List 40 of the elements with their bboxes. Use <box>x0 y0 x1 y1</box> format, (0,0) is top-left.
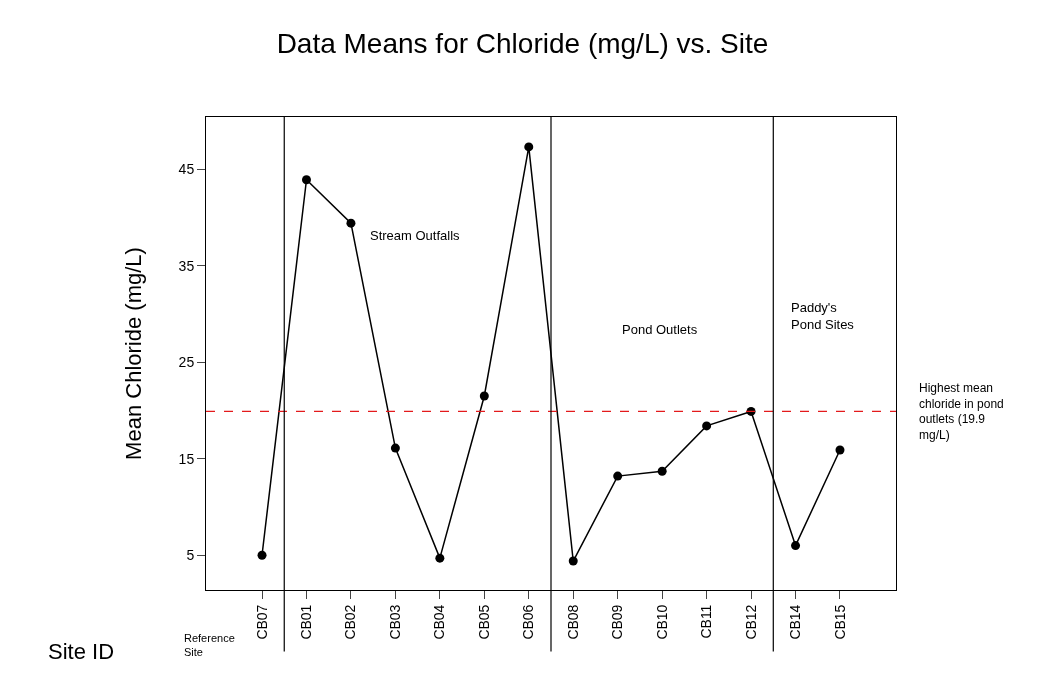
x-tick-label: CB07 <box>253 604 270 640</box>
x-tick-label: CB14 <box>787 604 804 640</box>
x-tick-label: CB06 <box>520 604 537 640</box>
point <box>613 471 623 481</box>
point <box>568 556 578 566</box>
point <box>835 445 845 455</box>
annotation: Paddy's Pond Sites <box>791 300 855 332</box>
x-tick-label: CB08 <box>564 604 581 640</box>
x-tick-label: CB03 <box>386 604 403 640</box>
point <box>301 175 311 185</box>
annotation: Pond Outlets <box>622 322 698 337</box>
x-tick-label: CB09 <box>609 604 626 640</box>
ref-line-label: Highest mean chloride in pond outlets (19.9 mg/L) <box>919 381 1004 442</box>
point <box>702 421 712 431</box>
point <box>390 443 400 453</box>
x-tick-label: CB12 <box>742 604 759 640</box>
x-tick-label: CB02 <box>342 604 359 640</box>
point <box>435 553 445 563</box>
x-tick-label: CB10 <box>653 604 670 640</box>
chart-title: Data Means for Chloride (mg/L) vs. Site <box>276 28 769 60</box>
x-axis-title: Site ID <box>48 639 115 664</box>
x-tick-label: CB15 <box>831 604 848 640</box>
point <box>657 466 667 476</box>
y-tick-label: 15 <box>178 450 195 467</box>
x-tick-label: CB11 <box>698 604 715 639</box>
point <box>791 541 801 551</box>
text: Reference Site <box>184 632 235 659</box>
point <box>479 391 489 401</box>
annotation: Stream Outfalls <box>370 228 461 243</box>
point <box>524 142 534 152</box>
point <box>346 218 356 228</box>
point <box>257 550 267 560</box>
y-axis-title: Mean Chloride (mg/L) <box>121 247 147 460</box>
x-tick-label: CB01 <box>298 604 315 640</box>
x-tick-label: CB04 <box>431 604 448 640</box>
x-tick-label: CB05 <box>475 604 492 640</box>
y-tick-label: 25 <box>178 354 195 371</box>
y-tick-label: 35 <box>178 257 195 274</box>
y-tick-label: 45 <box>178 161 195 178</box>
y-tick-label: 5 <box>186 547 195 564</box>
